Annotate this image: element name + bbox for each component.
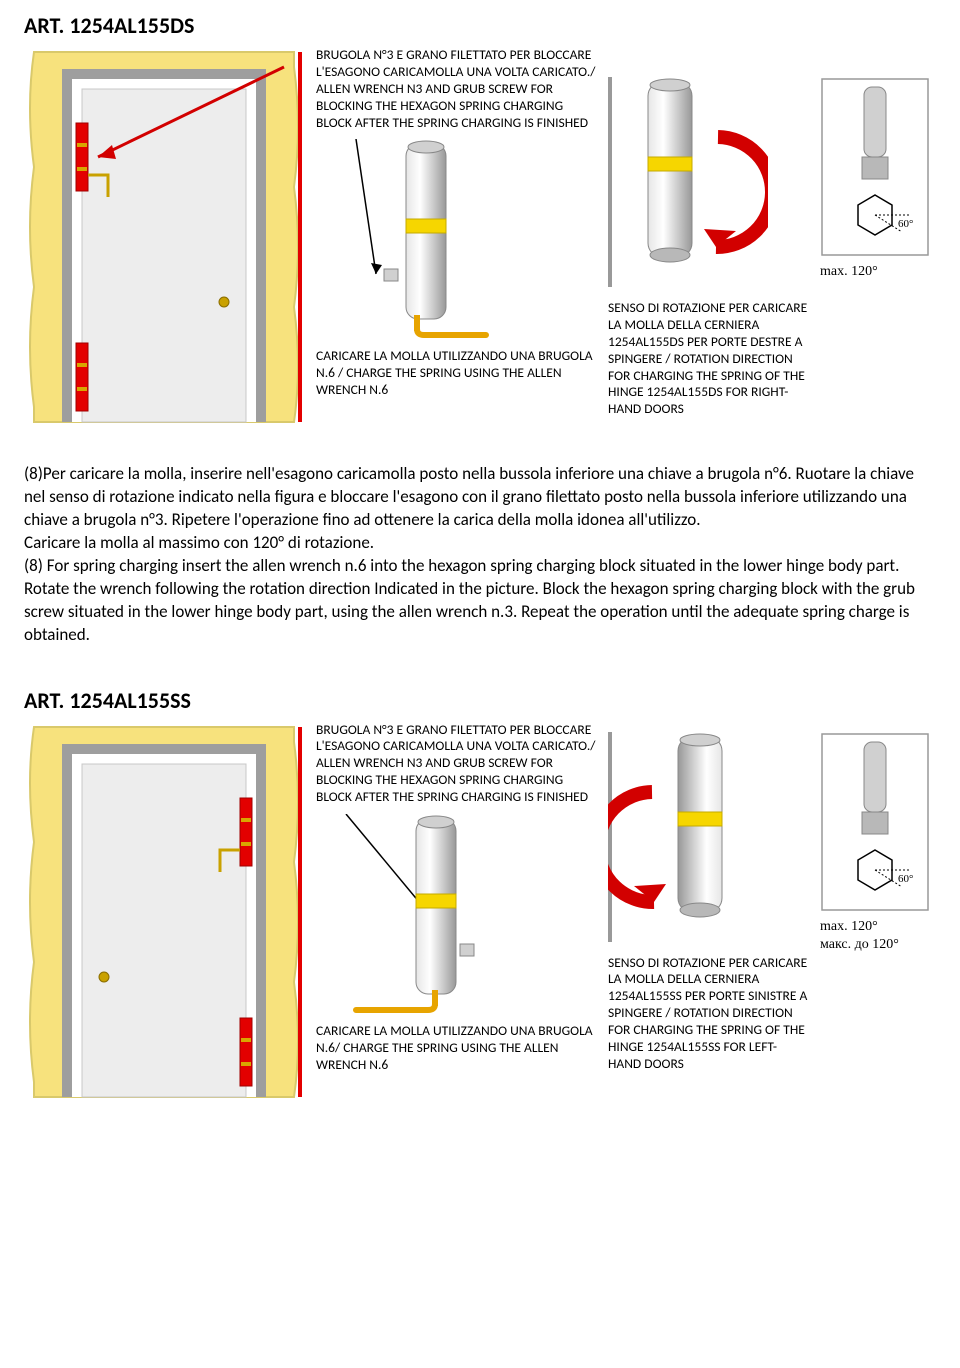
hinge-area-ss: BRUGOLA N°3 E GRANO FILETTATO PER BLOCCA… bbox=[316, 722, 596, 1082]
diagram-row-ds: BRUGOLA N°3 E GRANO FILETTATO PER BLOCCA… bbox=[24, 47, 936, 427]
rotation-svg-ds bbox=[608, 77, 768, 287]
angle-text-ss: 60° bbox=[898, 873, 913, 885]
rotation-label-ds: SENSO DI ROTAZIONE PER CARICARE LA MOLLA… bbox=[608, 300, 808, 418]
max-box-ds: 60° max. 120° bbox=[820, 47, 930, 280]
max-label2-ss: макс. до 120° bbox=[820, 937, 930, 953]
section-ss: ART. 1254AL155SS BRUGOLA N°3 E GRANO FIL… bbox=[24, 687, 936, 1102]
diagram-row-ss: BRUGOLA N°3 E GRANO FILETTATO PER BLOCCA… bbox=[24, 722, 936, 1102]
hinge-svg-ss bbox=[316, 814, 536, 1014]
heading-ss: ART. 1254AL155SS bbox=[24, 687, 936, 714]
rotation-svg-ss bbox=[608, 732, 768, 942]
heading-ds: ART. 1254AL155DS bbox=[24, 12, 936, 39]
rotation-label-ss: SENSO DI ROTAZIONE PER CARICARE LA MOLLA… bbox=[608, 955, 808, 1073]
bottom-label-ss: CARICARE LA MOLLA UTILIZZANDO UNA BRUGOL… bbox=[316, 1023, 596, 1074]
top-label-ds: BRUGOLA N°3 E GRANO FILETTATO PER BLOCCA… bbox=[316, 47, 596, 131]
door-diagram-ss bbox=[24, 722, 304, 1102]
angle-text-ds: 60° bbox=[898, 218, 913, 230]
max-label-ss: max. 120° bbox=[820, 919, 930, 935]
rotation-area-ds: SENSO DI ROTAZIONE PER CARICARE LA MOLLA… bbox=[608, 47, 808, 418]
section-ds: ART. 1254AL155DS bbox=[24, 12, 936, 427]
hinge-svg-ds bbox=[316, 139, 496, 339]
door-diagram-ds bbox=[24, 47, 304, 427]
max-svg-ss: 60° bbox=[820, 732, 930, 912]
hinge-area-ds: BRUGOLA N°3 E GRANO FILETTATO PER BLOCCA… bbox=[316, 47, 596, 407]
rotation-area-ss: SENSO DI ROTAZIONE PER CARICARE LA MOLLA… bbox=[608, 722, 808, 1073]
max-box-ss: 60° max. 120° макс. до 120° bbox=[820, 722, 930, 953]
instruction-paragraph: (8)Per caricare la molla, inserire nell'… bbox=[24, 463, 936, 647]
max-svg-ds: 60° bbox=[820, 77, 930, 257]
bottom-label-ds: CARICARE LA MOLLA UTILIZZANDO UNA BRUGOL… bbox=[316, 348, 596, 399]
top-label-ss: BRUGOLA N°3 E GRANO FILETTATO PER BLOCCA… bbox=[316, 722, 596, 806]
max-label-ds: max. 120° bbox=[820, 264, 930, 280]
